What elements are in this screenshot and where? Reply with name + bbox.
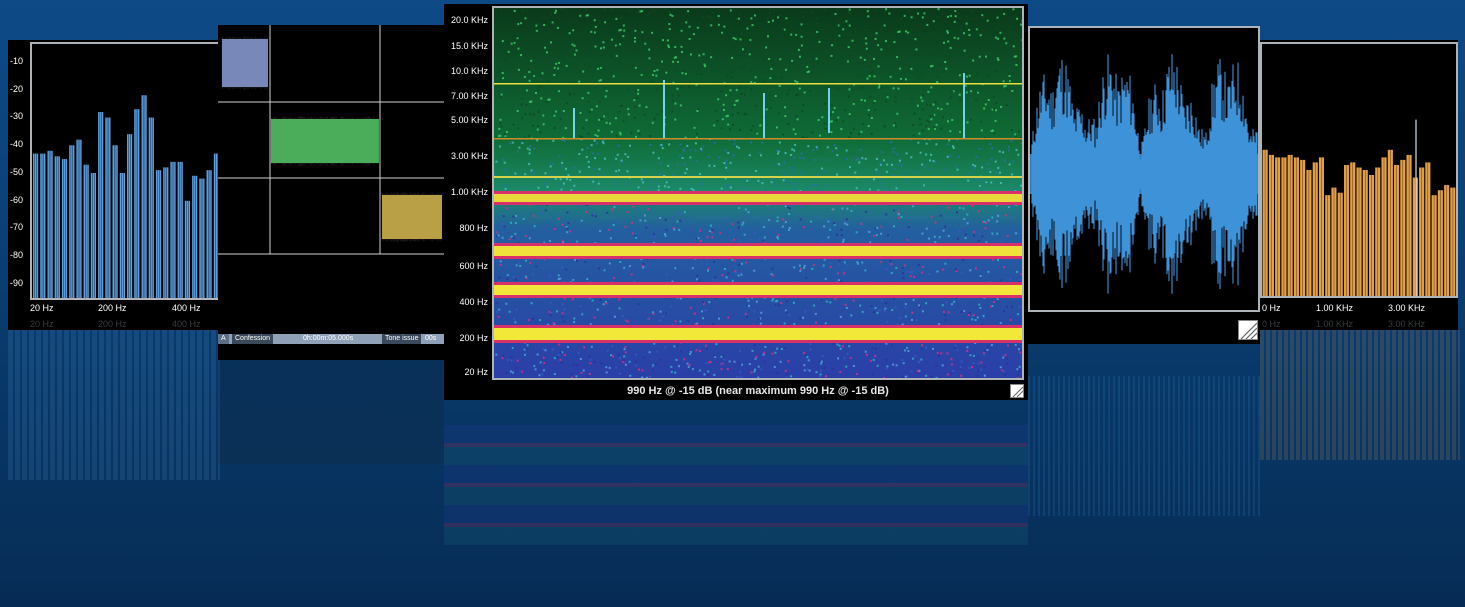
spectrum-plot-left	[30, 42, 222, 300]
timeline-bar	[218, 334, 444, 344]
frequency-axis-label: 7.00 KHz	[450, 91, 488, 101]
waveform-panel	[1028, 26, 1260, 344]
spectrum-bar	[170, 161, 176, 298]
waveform-image	[1030, 54, 1258, 294]
spectrum-x-tick: 200 Hz	[98, 303, 127, 313]
spectrum-y-tick: -50	[10, 166, 24, 177]
spectrum-bar	[76, 139, 82, 298]
spectrum-bar	[199, 178, 205, 298]
reflection-waveform	[1028, 376, 1260, 516]
frequency-axis-label: 3.00 KHz	[450, 151, 488, 161]
spectrum-bar	[206, 170, 212, 298]
spectrum-panel-right: 0 Hz 0 Hz 1.00 KHz 1.00 KHz 3.00 KHz 3.00 KHz	[1260, 40, 1458, 330]
spectrum-x-tick-shadow: 0 Hz	[1262, 319, 1281, 329]
spectrum-x-tick-shadow: 400 Hz	[172, 319, 201, 329]
tracks-grid	[218, 25, 444, 255]
track-time: 0h:00m:05.000s	[303, 335, 354, 342]
track-label-tone-issue[interactable]: Tone issue	[382, 334, 422, 344]
spectrum-bar	[61, 159, 68, 298]
reflection-spectrogram	[444, 425, 1028, 545]
spectrum-bar	[177, 161, 183, 298]
spectrum-bar	[98, 112, 104, 299]
spectrum-bar	[83, 164, 89, 298]
spectrum-bar	[192, 175, 198, 298]
track-time-2: 00s	[425, 335, 437, 342]
spectrum-y-tick: -10	[10, 56, 24, 66]
track-label-confession[interactable]: Confession	[232, 334, 274, 344]
frequency-axis-label: 20.0 KHz	[450, 15, 488, 25]
spectrum-bar	[134, 109, 140, 298]
marker-letter: A	[218, 334, 229, 344]
spectrum-x-tick: 20 Hz	[30, 303, 54, 313]
spectrum-y-tick: -20	[10, 83, 24, 94]
spectrum-plot-right	[1260, 42, 1458, 298]
spectrum-bars-right	[1262, 119, 1456, 296]
spectrum-y-tick: -60	[10, 194, 24, 205]
waveform-plot	[1028, 26, 1260, 312]
reflection-right	[1260, 330, 1460, 460]
spectrogram-status-readout: 990 Hz @ -15 dB (near maximum 990 Hz @ -…	[627, 385, 889, 397]
spectrum-bar	[155, 170, 162, 298]
spectrum-bar	[54, 156, 60, 298]
spectrum-bar	[112, 145, 118, 299]
reflection-tracks	[218, 344, 444, 464]
spectrum-y-tick: -30	[10, 111, 24, 122]
frequency-axis-label: 20 Hz	[464, 367, 488, 377]
spectrum-bar	[90, 173, 96, 298]
frequency-axis-label: 400 Hz	[459, 297, 488, 307]
spectrum-y-tick: -90	[10, 277, 24, 288]
track-block-2[interactable]	[271, 119, 379, 163]
spectrum-x-tick: 1.00 KHz	[1316, 303, 1354, 313]
spectrum-x-tick-shadow: 20 Hz	[30, 319, 54, 329]
spectrum-bar	[40, 153, 46, 298]
resize-grip-icon[interactable]	[1010, 384, 1024, 398]
spectrum-bar	[119, 173, 125, 298]
spectrogram-plot	[492, 6, 1024, 380]
spectrum-y-tick: -80	[10, 249, 24, 260]
track-block-3[interactable]	[382, 195, 442, 239]
spectrogram-panel: 20.0 KHz 15.0 KHz 10.0 KHz 7.00 KHz 5.00 KHz…	[444, 4, 1028, 400]
spectrum-x-tick-shadow: 3.00 KHz	[1388, 319, 1426, 329]
spectrum-bar	[163, 167, 169, 298]
resize-grip-icon-waveform[interactable]	[1238, 320, 1258, 340]
spectrum-x-tick: 400 Hz	[172, 303, 201, 313]
spectrum-y-tick: -40	[10, 139, 24, 150]
spectrum-x-tick: 3.00 KHz	[1388, 303, 1426, 313]
spectrum-y-tick: -70	[10, 222, 24, 233]
spectrum-bar	[127, 134, 133, 298]
spectrum-bars-left	[33, 95, 219, 299]
frequency-axis-label: 5.00 KHz	[450, 115, 488, 125]
spectrogram-image	[494, 8, 1024, 380]
frequency-axis-label: 15.0 KHz	[450, 41, 488, 51]
spectrum-x-tick-shadow: 200 Hz	[98, 319, 127, 329]
spectrum-panel-left: -10 -20 -30 -40 -50 -60 -70 -80 -90 20 Hz 20 Hz 20…	[8, 40, 222, 330]
spectrum-bar	[33, 153, 39, 298]
spectrum-x-tick-shadow: 1.00 KHz	[1316, 319, 1354, 329]
tracks-panel: A Confession 0h:00m:05.000s Tone issue 0…	[218, 25, 444, 360]
spectrum-bar	[184, 200, 190, 299]
spectrum-x-tick: 0 Hz	[1262, 303, 1281, 313]
spectrum-bar	[141, 95, 147, 298]
spectrum-bar	[148, 117, 154, 298]
spectrum-bar	[47, 150, 53, 298]
frequency-axis-label: 1.00 KHz	[450, 187, 488, 197]
frequency-axis-label: 10.0 KHz	[450, 66, 488, 76]
spectrum-bar	[105, 117, 111, 298]
spectrum-bar	[69, 145, 75, 299]
frequency-axis-label: 200 Hz	[459, 333, 488, 343]
track-block-1[interactable]	[222, 39, 268, 87]
frequency-axis-label: 600 Hz	[459, 261, 488, 271]
frequency-axis-label: 800 Hz	[459, 223, 488, 233]
spectrum-bar	[213, 153, 219, 298]
reflection-left	[8, 330, 220, 480]
